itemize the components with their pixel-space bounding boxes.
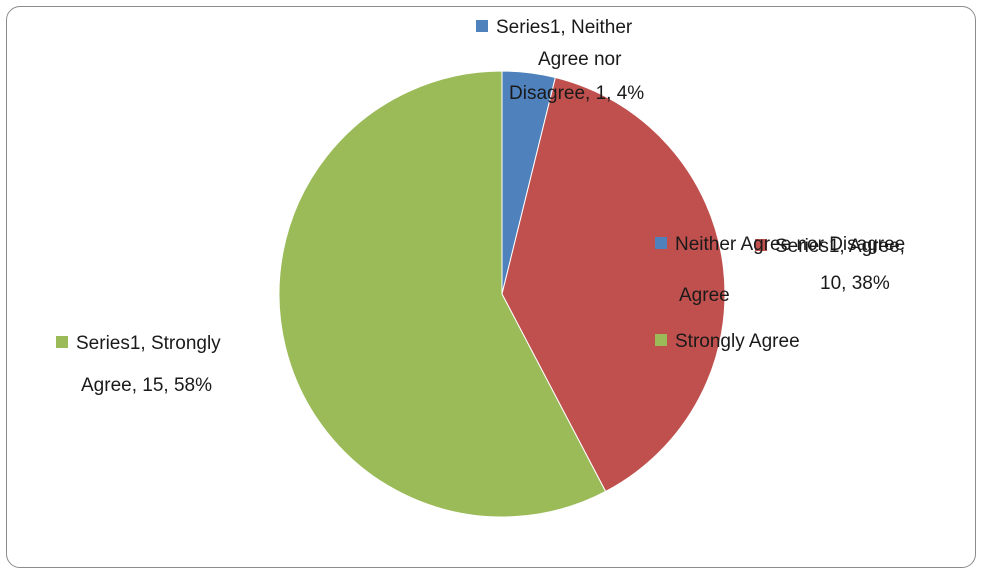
pie-slice-agree xyxy=(501,76,726,493)
agree-swatch xyxy=(755,238,767,251)
data-label-neither-line2: Agree nor xyxy=(538,49,622,70)
pie-slice-strongly-agree xyxy=(278,70,607,518)
neither-swatch xyxy=(476,19,488,32)
data-label-strongly-line2: Agree, 15, 58% xyxy=(81,375,212,396)
data-label-neither-line1: Series1, Neither xyxy=(496,17,633,38)
legend-swatch-neither xyxy=(655,236,667,249)
data-label-neither-line3: Disagree, 1, 4% xyxy=(509,83,645,104)
data-label-agree-line1: Series1, Agree, xyxy=(755,233,905,260)
data-label-neither: Series1, Neither xyxy=(476,14,632,41)
data-label-strongly: Series1, Strongly xyxy=(56,330,221,357)
legend-item-strongly: Strongly Agree xyxy=(655,330,800,354)
legend-item-neither: Neither Agree nor Disagree xyxy=(655,233,905,257)
legend-item-agree: Agree xyxy=(679,285,730,306)
legend-swatch-strongly xyxy=(655,333,667,346)
strongly-swatch xyxy=(56,335,68,348)
data-label-agree-line2: 10, 38% xyxy=(820,273,890,294)
